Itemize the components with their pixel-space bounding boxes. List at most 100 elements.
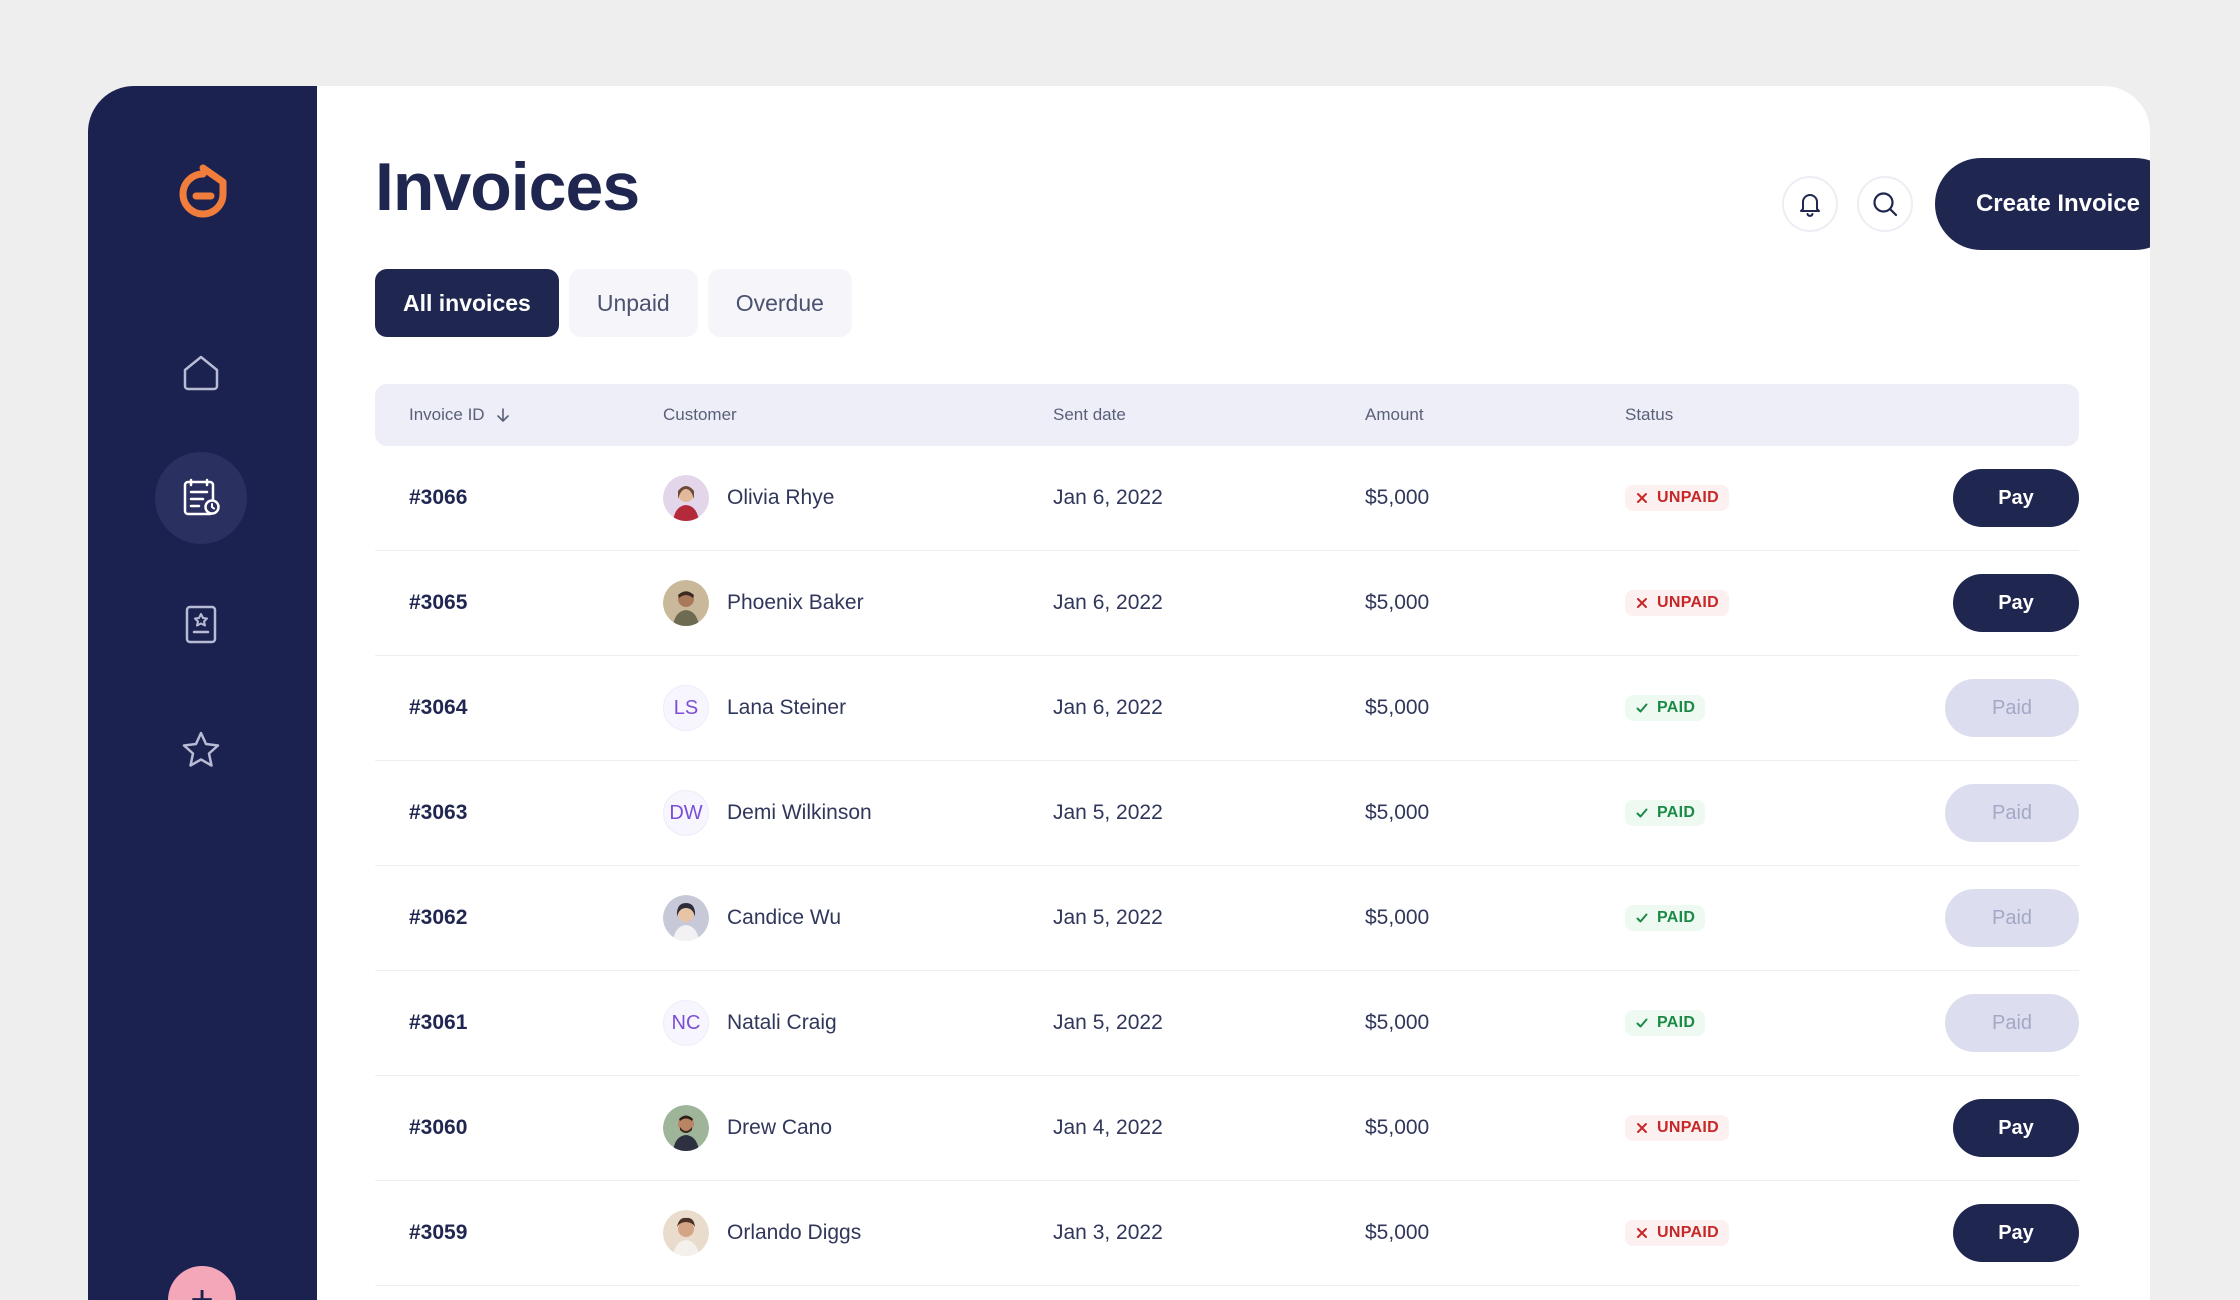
sent-date: Jan 6, 2022 [1053, 486, 1163, 509]
sent-date: Jan 4, 2022 [1053, 1116, 1163, 1139]
clipboard-star-icon [185, 605, 217, 644]
tab-all-invoices[interactable]: All invoices [375, 269, 559, 337]
avatar [663, 1210, 709, 1256]
customer-name: Demi Wilkinson [727, 801, 872, 824]
pay-button[interactable]: Pay [1953, 574, 2079, 632]
sent-date: Jan 6, 2022 [1053, 696, 1163, 719]
paid-button[interactable]: Paid [1945, 889, 2079, 947]
check-icon [1636, 1018, 1648, 1028]
invoices-table: Invoice ID Customer Sent date Amount Sta… [375, 384, 2079, 1286]
table-row: #3059 Orlando Diggs Jan 3, 2022 $5,000 U… [375, 1181, 2079, 1286]
brand-logo-icon[interactable] [177, 162, 229, 218]
paid-button[interactable]: Paid [1945, 784, 2079, 842]
amount: $5,000 [1365, 696, 1430, 719]
table-row: #3065 Phoenix Baker Jan 6, 2022 $5,000 U… [375, 551, 2079, 656]
invoice-id: #3065 [409, 591, 468, 614]
x-icon [1637, 493, 1647, 503]
status-badge: UNPAID [1625, 590, 1729, 616]
customer-name: Candice Wu [727, 906, 842, 929]
check-icon [1636, 913, 1648, 923]
status-badge: PAID [1625, 800, 1706, 826]
customer-name: Lana Steiner [727, 696, 847, 719]
main-content: Invoices Create Invoice All invoices Unp… [317, 86, 2150, 1300]
table-header: Invoice ID Customer Sent date Amount Sta… [375, 384, 2079, 446]
avatar: NC [663, 1000, 709, 1046]
amount: $5,000 [1365, 801, 1430, 824]
avatar: DW [663, 790, 709, 836]
status-badge: UNPAID [1625, 1220, 1729, 1246]
sent-date: Jan 3, 2022 [1053, 1221, 1163, 1244]
pay-button[interactable]: Pay [1953, 469, 2079, 527]
invoice-icon [183, 478, 220, 516]
invoice-id: #3063 [409, 801, 468, 824]
invoice-filter-tabs: All invoices Unpaid Overdue [375, 269, 852, 337]
amount: $5,000 [1365, 1221, 1430, 1244]
table-row: #3062 Candice Wu Jan 5, 2022 $5,000 PAID [375, 866, 2079, 971]
status-badge: PAID [1625, 695, 1706, 721]
x-icon [1637, 598, 1647, 608]
pay-button[interactable]: Pay [1953, 1099, 2079, 1157]
invoice-id: #3066 [409, 486, 468, 509]
avatar: LS [663, 685, 709, 731]
customer-name: Olivia Rhye [727, 486, 835, 509]
status-badge: UNPAID [1625, 1115, 1729, 1141]
x-icon [1637, 1228, 1647, 1238]
customer-name: Drew Cano [727, 1116, 833, 1139]
table-row: #3064 LS Lana Steiner Jan 6, 2022 $5,000… [375, 656, 2079, 761]
amount: $5,000 [1365, 1011, 1430, 1034]
pay-button[interactable]: Pay [1953, 1204, 2079, 1262]
column-header-invoice-id[interactable]: Invoice ID [375, 405, 663, 425]
sent-date: Jan 5, 2022 [1053, 801, 1163, 824]
column-header-sent-date: Sent date [1053, 405, 1126, 424]
avatar [663, 1105, 709, 1151]
tab-unpaid[interactable]: Unpaid [568, 269, 698, 337]
star-icon [182, 731, 220, 767]
notifications-button[interactable] [1782, 176, 1838, 232]
amount: $5,000 [1365, 906, 1430, 929]
column-header-customer: Customer [663, 405, 737, 424]
search-button[interactable] [1857, 176, 1913, 232]
table-row: #3063 DW Demi Wilkinson Jan 5, 2022 $5,0… [375, 761, 2079, 866]
tab-overdue[interactable]: Overdue [707, 269, 852, 337]
status-badge: PAID [1625, 1010, 1706, 1036]
customer-name: Orlando Diggs [727, 1221, 862, 1244]
sent-date: Jan 6, 2022 [1053, 591, 1163, 614]
avatar [663, 580, 709, 626]
customer-name: Phoenix Baker [727, 591, 864, 614]
invoice-id: #3060 [409, 1116, 468, 1139]
sidebar-item-invoices[interactable] [155, 452, 247, 544]
invoice-id: #3059 [409, 1221, 468, 1244]
sent-date: Jan 5, 2022 [1053, 1011, 1163, 1034]
paid-button[interactable]: Paid [1945, 679, 2079, 737]
plus-icon: + [190, 1278, 214, 1300]
amount: $5,000 [1365, 1116, 1430, 1139]
add-fab-button[interactable]: + [168, 1266, 236, 1300]
invoice-id: #3061 [409, 1011, 468, 1034]
column-header-amount: Amount [1365, 405, 1424, 424]
amount: $5,000 [1365, 591, 1430, 614]
check-icon [1636, 703, 1648, 713]
sort-arrow-down-icon [496, 408, 509, 422]
invoice-id: #3062 [409, 906, 468, 929]
table-row: #3061 NC Natali Craig Jan 5, 2022 $5,000… [375, 971, 2079, 1076]
sent-date: Jan 5, 2022 [1053, 906, 1163, 929]
sidebar-item-clipboard[interactable] [155, 578, 247, 670]
paid-button[interactable]: Paid [1945, 994, 2079, 1052]
create-invoice-button[interactable]: Create Invoice [1935, 158, 2150, 250]
bell-icon [1800, 194, 1820, 217]
invoice-id: #3064 [409, 696, 468, 719]
home-icon [183, 355, 219, 391]
search-icon [1873, 192, 1898, 217]
sidebar-item-favorites[interactable] [155, 704, 247, 796]
app-window: + Invoices Create Invoice All invoices U… [88, 86, 2150, 1300]
avatar [663, 895, 709, 941]
table-row: #3060 Drew Cano Jan 4, 2022 $5,000 UNPAI… [375, 1076, 2079, 1181]
status-badge: UNPAID [1625, 485, 1729, 511]
sidebar-item-home[interactable] [155, 326, 247, 418]
page-title: Invoices [375, 149, 640, 225]
x-icon [1637, 1123, 1647, 1133]
status-badge: PAID [1625, 905, 1706, 931]
column-header-status: Status [1625, 405, 1674, 424]
amount: $5,000 [1365, 486, 1430, 509]
customer-name: Natali Craig [727, 1011, 837, 1034]
